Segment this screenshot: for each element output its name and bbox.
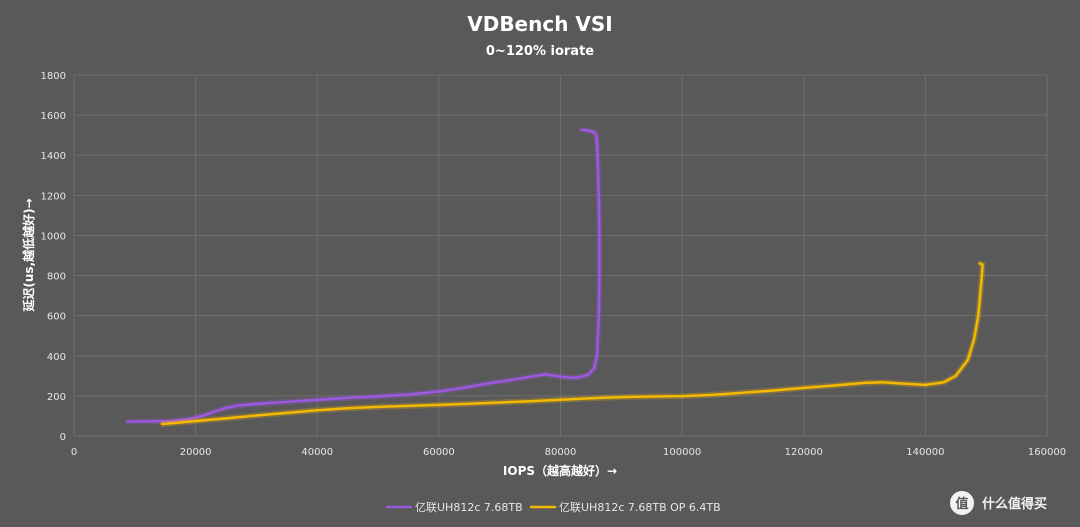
chart-subtitle: 0~120% iorate (486, 44, 594, 59)
series-2 (159, 260, 986, 427)
series-1 (124, 126, 603, 425)
y-tick-label: 400 (47, 352, 66, 363)
grid (73, 74, 1048, 437)
y-tick-label: 0 (60, 432, 66, 443)
x-tick-label: 120000 (785, 447, 823, 458)
x-tick-label: 100000 (663, 447, 701, 458)
legend-label: 亿联UH812c 7.68TB OP 6.4TB (559, 501, 721, 514)
x-tick-label: 60000 (423, 447, 455, 458)
y-tick-label: 1800 (41, 71, 66, 82)
watermark: 值 什么值得买 (950, 491, 1047, 515)
y-tick-label: 1400 (41, 151, 66, 162)
x-tick-label: 20000 (180, 447, 212, 458)
y-tick-label: 1600 (41, 111, 66, 122)
watermark-logo-icon (950, 491, 974, 515)
x-tick-label: 40000 (301, 447, 333, 458)
y-tick-label: 200 (47, 392, 66, 403)
watermark-text: 什么值得买 (982, 496, 1047, 512)
series-layer (124, 126, 986, 427)
x-tick-label: 80000 (545, 447, 577, 458)
y-tick-label: 800 (47, 272, 66, 283)
series-line (160, 262, 984, 426)
x-axis-label: IOPS（越高越好）→ (503, 463, 617, 478)
tick-labels: 0 200 400 600 800 1000 1200 1400 1600 1800 0 20000 4… (41, 71, 1067, 458)
series-line (126, 128, 601, 423)
y-tick-label: 1200 (41, 191, 66, 202)
chart-title: VDBench VSI (467, 12, 613, 36)
legend: 亿联UH812c 7.68TB 亿联UH812c 7.68TB OP 6.4TB (385, 501, 721, 514)
x-tick-label: 160000 (1028, 447, 1066, 458)
x-tick-label: 140000 (906, 447, 944, 458)
legend-label: 亿联UH812c 7.68TB (415, 501, 523, 514)
watermark-logo-glyph: 值 (955, 496, 968, 512)
y-axis-label: 延迟(us,越低越好)→ (21, 198, 36, 312)
y-tick-label: 600 (47, 312, 66, 323)
x-tick-label: 0 (71, 447, 77, 458)
y-tick-label: 1000 (41, 231, 66, 242)
